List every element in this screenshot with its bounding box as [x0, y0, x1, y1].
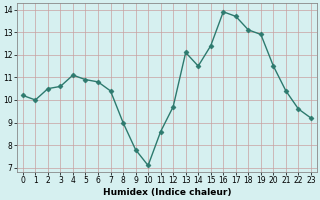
X-axis label: Humidex (Indice chaleur): Humidex (Indice chaleur): [103, 188, 231, 197]
